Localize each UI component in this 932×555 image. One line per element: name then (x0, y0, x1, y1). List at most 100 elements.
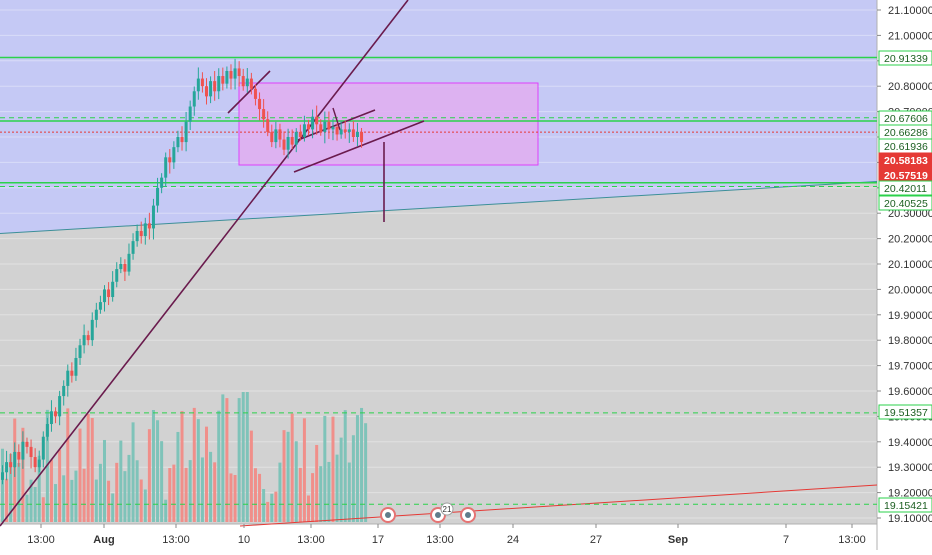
price-badge[interactable] (878, 50, 932, 66)
price-axis[interactable]: 21.1000021.0000020.9000020.8000020.70000… (877, 5, 932, 525)
price-badge[interactable] (878, 497, 932, 513)
candle[interactable] (62, 385, 66, 397)
candle[interactable] (119, 264, 123, 270)
candle[interactable] (41, 436, 45, 460)
candle[interactable] (270, 131, 274, 143)
candle[interactable] (298, 131, 302, 137)
candle[interactable] (286, 137, 290, 150)
candle[interactable] (249, 78, 253, 89)
candle[interactable] (1, 472, 4, 480)
candle[interactable] (37, 459, 41, 468)
candle[interactable] (262, 109, 266, 120)
candle[interactable] (160, 177, 164, 188)
candle[interactable] (209, 81, 213, 97)
candle[interactable] (147, 223, 151, 229)
candle[interactable] (103, 289, 106, 303)
candle[interactable] (86, 335, 90, 341)
candle[interactable] (33, 457, 37, 468)
trendline[interactable] (227, 70, 271, 114)
candle[interactable] (164, 157, 168, 178)
candle[interactable] (127, 253, 131, 272)
candle[interactable] (311, 116, 315, 130)
time-axis[interactable]: 13:00 Aug 13:00 10 13:00 17 13:00 24 27 Sep 7 13:00 (27, 524, 866, 546)
trendline[interactable] (297, 109, 376, 141)
candle[interactable] (176, 137, 180, 148)
candle[interactable] (282, 139, 286, 150)
candle[interactable] (200, 78, 204, 87)
candle[interactable] (360, 131, 364, 143)
candle[interactable] (323, 121, 327, 132)
candle[interactable] (351, 129, 355, 137)
candle[interactable] (241, 76, 245, 87)
candle[interactable] (307, 124, 310, 130)
candle[interactable] (213, 81, 217, 92)
candle[interactable] (45, 424, 49, 437)
candle[interactable] (347, 129, 351, 132)
candle[interactable] (115, 269, 119, 282)
candle[interactable] (192, 91, 196, 107)
candle[interactable] (245, 78, 249, 87)
red-trendline[interactable] (239, 484, 878, 527)
candle[interactable] (278, 129, 282, 140)
candle[interactable] (217, 76, 221, 92)
trendline[interactable] (0, 0, 409, 527)
event-markers[interactable]: 21 (380, 502, 476, 523)
candle[interactable] (143, 223, 147, 237)
candle[interactable] (156, 187, 160, 206)
price-badge[interactable] (878, 180, 932, 196)
price-badge[interactable] (878, 404, 932, 420)
candle[interactable] (258, 98, 262, 110)
trendline[interactable] (332, 107, 341, 131)
candle[interactable] (74, 357, 78, 376)
candle[interactable] (78, 345, 82, 358)
candle[interactable] (107, 289, 111, 298)
candle[interactable] (225, 70, 229, 84)
candles-layer[interactable] (1, 58, 364, 485)
rectangle-zone[interactable] (238, 82, 539, 166)
candle[interactable] (274, 129, 278, 143)
trendline[interactable] (293, 120, 425, 173)
candle[interactable] (9, 462, 13, 468)
candle[interactable] (82, 335, 86, 346)
candle[interactable] (54, 411, 58, 417)
candle[interactable] (196, 78, 200, 92)
candle[interactable] (253, 88, 257, 99)
candle[interactable] (335, 126, 339, 135)
candle[interactable] (221, 76, 225, 84)
candle[interactable] (168, 157, 172, 163)
candle[interactable] (188, 106, 192, 122)
candle[interactable] (355, 131, 359, 137)
candle[interactable] (135, 230, 139, 242)
candle[interactable] (237, 68, 241, 77)
candle[interactable] (21, 441, 25, 460)
candle[interactable] (290, 137, 294, 145)
candle[interactable] (327, 121, 331, 130)
price-badge[interactable] (878, 152, 932, 168)
candle[interactable] (98, 302, 102, 310)
candle[interactable] (139, 230, 143, 237)
candle[interactable] (5, 462, 9, 473)
candle[interactable] (90, 319, 94, 341)
candle[interactable] (66, 370, 70, 386)
candle[interactable] (233, 68, 237, 79)
candle[interactable] (343, 129, 347, 132)
price-badge[interactable] (878, 195, 932, 211)
candle[interactable] (205, 86, 208, 97)
candle[interactable] (131, 241, 135, 254)
candle[interactable] (315, 116, 319, 125)
candle[interactable] (229, 70, 233, 79)
candle[interactable] (331, 126, 335, 130)
candle[interactable] (94, 309, 98, 320)
candle[interactable] (339, 129, 343, 135)
candle[interactable] (58, 396, 62, 417)
candle[interactable] (111, 281, 115, 298)
candle[interactable] (123, 264, 127, 272)
candle[interactable] (49, 411, 53, 425)
candle[interactable] (184, 121, 188, 143)
candle[interactable] (266, 119, 270, 132)
candle[interactable] (172, 147, 176, 163)
candle[interactable] (180, 137, 184, 143)
candle[interactable] (151, 205, 155, 229)
